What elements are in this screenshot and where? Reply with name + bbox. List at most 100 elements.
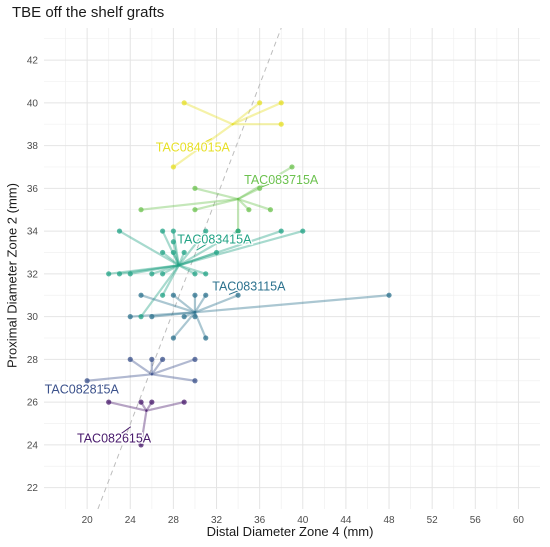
data-point	[213, 249, 220, 256]
x-tick-label: 60	[513, 515, 525, 526]
spoke-line	[139, 264, 180, 318]
data-point	[181, 399, 187, 405]
label-leader	[121, 426, 132, 434]
data-point	[149, 399, 155, 405]
series-label: TAC084015A	[156, 141, 231, 155]
data-point	[170, 292, 176, 298]
data-point	[192, 378, 198, 384]
spoke-line	[161, 264, 180, 275]
data-point	[192, 207, 198, 213]
data-point	[278, 228, 284, 234]
data-point	[170, 164, 176, 170]
data-point	[138, 292, 144, 298]
data-point	[181, 100, 187, 106]
y-tick-label: 38	[27, 141, 39, 152]
y-tick-label: 30	[27, 312, 39, 323]
x-tick-label: 56	[470, 515, 482, 526]
data-point	[116, 271, 123, 277]
y-tick-label: 42	[27, 56, 39, 67]
spoke-line	[150, 358, 197, 376]
series-label: TAC083415A	[177, 233, 252, 247]
spoke-line	[231, 101, 261, 126]
spoke-line	[193, 294, 240, 314]
spoke-line	[172, 311, 197, 340]
spoke-line	[177, 229, 283, 267]
spoke-line	[172, 294, 197, 314]
spoke-line	[177, 251, 218, 267]
y-tick-label: 36	[27, 184, 39, 195]
x-tick-label: 20	[82, 515, 94, 526]
spoke-line	[172, 123, 234, 169]
data-point	[149, 314, 155, 320]
series-label: TAC082615A	[77, 431, 152, 445]
spoke-line	[129, 264, 180, 275]
data-point	[106, 271, 112, 277]
data-point	[160, 228, 166, 234]
label-leader	[260, 182, 273, 188]
data-point	[160, 249, 166, 256]
data-point	[127, 356, 133, 362]
data-point	[235, 228, 241, 234]
data-point	[170, 239, 176, 245]
data-point	[149, 271, 155, 277]
data-point	[203, 228, 209, 234]
spoke-line	[129, 358, 153, 376]
spoke-line	[139, 197, 240, 211]
spoke-line	[177, 229, 207, 267]
x-axis-label: Distal Diameter Zone 4 (mm)	[206, 524, 374, 539]
spoke-line	[139, 294, 197, 314]
data-point	[181, 249, 187, 256]
data-point	[289, 164, 295, 170]
x-tick-label: 24	[125, 515, 137, 526]
data-point	[235, 292, 241, 298]
spoke-line	[118, 229, 180, 267]
data-point	[181, 314, 187, 320]
spoke-line	[161, 264, 180, 297]
data-point	[192, 185, 198, 191]
data-point	[149, 356, 155, 362]
x-tick-label: 32	[211, 515, 223, 526]
data-point	[160, 292, 166, 298]
data-point	[267, 207, 274, 213]
spoke-line	[150, 373, 197, 382]
spoke-line	[139, 409, 148, 446]
data-point	[246, 207, 252, 213]
data-point	[138, 442, 144, 448]
spoke-line	[177, 229, 304, 267]
data-point	[203, 292, 209, 298]
series-label: TAC083715A	[244, 173, 319, 187]
data-point	[170, 228, 176, 234]
y-tick-label: 22	[27, 483, 39, 494]
data-point	[192, 271, 198, 277]
spoke-line	[172, 240, 180, 267]
y-axis-label: Proximal Diameter Zone 2 (mm)	[4, 183, 20, 368]
data-point	[192, 292, 198, 298]
data-point	[106, 399, 112, 405]
data-point	[160, 356, 166, 362]
spoke-line	[150, 311, 197, 318]
spoke-line	[236, 165, 294, 201]
spoke-line	[161, 251, 180, 267]
data-point	[300, 228, 306, 234]
data-point	[84, 378, 90, 384]
spoke-line	[177, 264, 197, 275]
data-point	[257, 100, 263, 106]
spoke-line	[236, 197, 272, 211]
spoke-line	[236, 187, 261, 201]
label-leader	[201, 138, 212, 145]
spoke-line	[177, 264, 207, 275]
y-tick-label: 26	[27, 398, 39, 409]
x-tick-label: 44	[340, 515, 352, 526]
label-leader	[91, 385, 104, 389]
series-label: TAC083115A	[212, 280, 286, 294]
spoke-line	[231, 101, 283, 126]
data-point	[138, 207, 144, 213]
spoke-line	[150, 264, 180, 275]
x-tick-label: 48	[383, 515, 395, 526]
x-tick-label: 52	[427, 515, 439, 526]
data-point	[192, 356, 198, 362]
x-tick-label: 36	[254, 515, 266, 526]
spoke-line	[150, 358, 164, 376]
